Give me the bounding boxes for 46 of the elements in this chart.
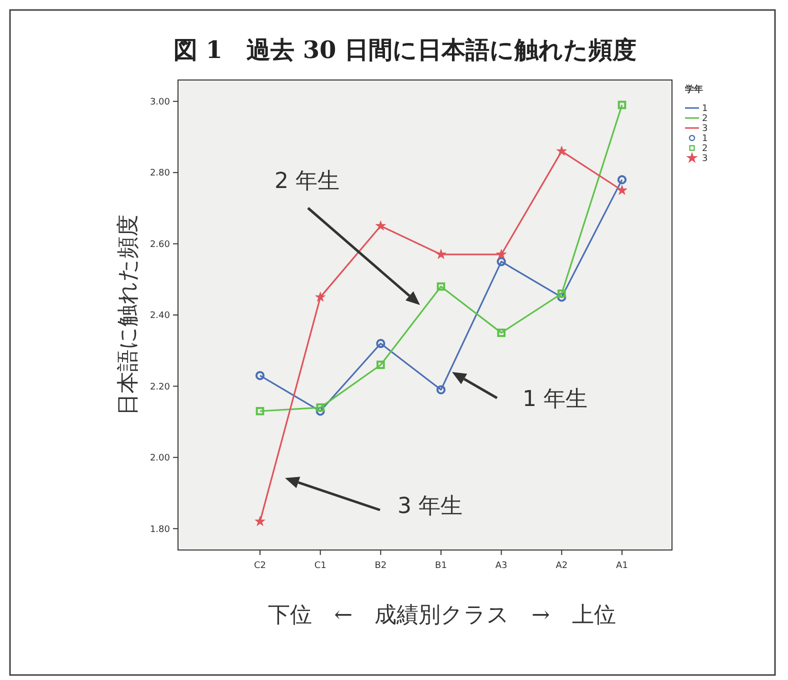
point xyxy=(618,100,626,110)
x-tick-label: B1 xyxy=(435,561,447,571)
chart-title: 図 1 過去 30 日間に日本語に触れた頻度 xyxy=(173,35,637,64)
annotation: 3 年生 xyxy=(398,494,462,519)
point xyxy=(376,360,385,370)
point xyxy=(316,406,325,416)
legend-label: 1 xyxy=(702,134,708,144)
point xyxy=(436,385,446,394)
point xyxy=(254,516,266,526)
point xyxy=(376,338,386,348)
y-tick-label: 2.60 xyxy=(150,240,170,250)
legend-label: 2 xyxy=(702,114,708,124)
legend-title: 学年 xyxy=(685,84,703,95)
point xyxy=(436,249,446,259)
y-tick-label: 2.00 xyxy=(150,454,170,464)
point xyxy=(557,292,566,302)
annotation: 2 年生 xyxy=(274,169,340,194)
point xyxy=(436,282,446,291)
y-tick-label: 2.80 xyxy=(150,168,170,179)
point xyxy=(256,406,264,416)
x-axis-title: 下位 ← 成績別クラス → 上位 xyxy=(268,603,616,628)
point xyxy=(558,289,566,298)
x-tick-label: C1 xyxy=(314,561,326,571)
point xyxy=(376,220,386,230)
point xyxy=(496,249,506,259)
x-tick-label: A1 xyxy=(616,561,628,571)
y-axis-title: 日本語に触れた頻度 xyxy=(116,214,141,416)
x-tick-label: A3 xyxy=(495,561,508,571)
text: 1 xyxy=(702,104,708,114)
point xyxy=(496,257,506,266)
x-tick-label: C2 xyxy=(254,561,266,571)
text: 2 xyxy=(702,144,708,154)
point xyxy=(315,292,326,302)
point xyxy=(497,328,506,337)
point xyxy=(316,403,324,412)
y-tick-label: 1.80 xyxy=(150,524,170,535)
y-tick-label: 2.40 xyxy=(150,311,170,322)
y-tick-label: 2.20 xyxy=(150,382,170,392)
legend-label: 3 xyxy=(702,154,708,164)
x-tick-label: A2 xyxy=(556,561,568,571)
annotation: 1 年生 xyxy=(522,387,588,412)
x-tick-label: B2 xyxy=(374,561,387,571)
y-tick-label: 3.00 xyxy=(150,98,170,108)
text: 3 xyxy=(702,124,708,134)
point xyxy=(556,146,567,156)
point xyxy=(616,184,628,195)
